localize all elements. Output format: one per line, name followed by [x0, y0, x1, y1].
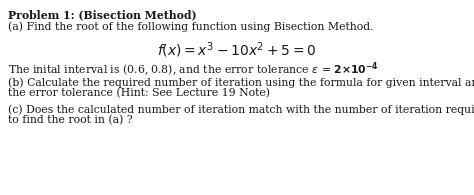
Text: (b) Calculate the required number of iteration using the formula for given inter: (b) Calculate the required number of ite…: [8, 77, 474, 88]
Text: (c) Does the calculated number of iteration match with the number of iteration r: (c) Does the calculated number of iterat…: [8, 104, 474, 115]
Text: $f(x) = x^3 - 10x^2 + 5 = 0$: $f(x) = x^3 - 10x^2 + 5 = 0$: [157, 40, 317, 60]
Text: to find the root in (a) ?: to find the root in (a) ?: [8, 115, 133, 125]
Text: (a) Find the root of the following function using Bisection Method.: (a) Find the root of the following funct…: [8, 21, 374, 32]
Text: The inital interval is (0.6, 0.8), and the error tolerance $\epsilon$ = $\mathbf: The inital interval is (0.6, 0.8), and t…: [8, 61, 379, 79]
Text: the error tolerance (Hint: See Lecture 19 Note): the error tolerance (Hint: See Lecture 1…: [8, 88, 270, 98]
Text: Problem 1: (Bisection Method): Problem 1: (Bisection Method): [8, 9, 197, 20]
